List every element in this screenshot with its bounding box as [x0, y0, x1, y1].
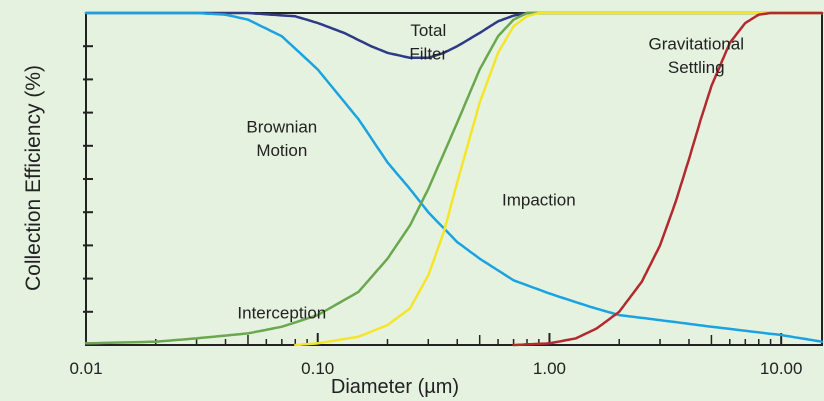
series-line-4 [512, 11, 824, 347]
series-line-2 [84, 11, 824, 345]
y-axis-label: Collection Efficiency (%) [22, 65, 45, 291]
series-annotation: Filter [409, 44, 447, 63]
x-tick-label: 0.01 [69, 359, 102, 378]
series-line-1 [84, 11, 824, 343]
series-annotation: Impaction [502, 191, 576, 210]
axes-group: 0.01 0.10 1.00 10.00 [69, 12, 823, 378]
series-annotation: Total [410, 21, 446, 40]
x-tick-label: 10.00 [760, 359, 803, 378]
x-axis-label: Diameter (µm) [331, 376, 459, 398]
series-annotation: Brownian [246, 118, 317, 137]
annotation-layer: Total Filter Brownian Motion Impaction Gravit… [237, 21, 744, 322]
series-line-3 [294, 11, 824, 347]
x-tick-label: 1.00 [533, 359, 566, 378]
series-annotation: Interception [237, 303, 326, 322]
series-layer [84, 11, 824, 347]
series-annotation: Gravitational [649, 35, 744, 54]
x-tick-label: 0.10 [301, 359, 334, 378]
series-annotation: Settling [668, 58, 725, 77]
series-annotation: Motion [256, 141, 307, 160]
